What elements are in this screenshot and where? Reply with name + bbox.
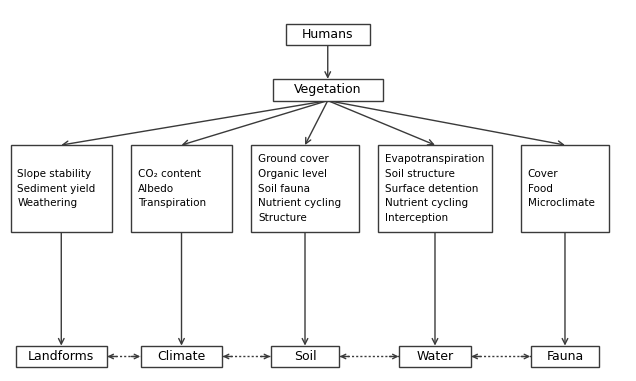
Bar — [271, 346, 339, 367]
Bar — [131, 145, 232, 232]
Text: CO₂ content
Albedo
Transpiration: CO₂ content Albedo Transpiration — [137, 169, 206, 208]
Bar — [141, 346, 222, 367]
Bar — [531, 346, 599, 367]
Bar — [378, 145, 492, 232]
Text: Water: Water — [417, 350, 453, 363]
Text: Landforms: Landforms — [28, 350, 94, 363]
Bar — [399, 346, 471, 367]
Text: Fauna: Fauna — [546, 350, 584, 363]
Text: Soil: Soil — [294, 350, 316, 363]
Text: Evapotranspiration
Soil structure
Surface detention
Nutrient cycling
Interceptio: Evapotranspiration Soil structure Surfac… — [385, 154, 484, 223]
Bar — [251, 145, 359, 232]
Text: Ground cover
Organic level
Soil fauna
Nutrient cycling
Structure: Ground cover Organic level Soil fauna Nu… — [258, 154, 341, 223]
Bar — [521, 145, 609, 232]
Bar — [272, 79, 383, 101]
Bar — [16, 346, 107, 367]
Text: Cover
Food
Microclimate: Cover Food Microclimate — [528, 169, 595, 208]
Text: Slope stability
Sediment yield
Weathering: Slope stability Sediment yield Weatherin… — [17, 169, 95, 208]
Text: Vegetation: Vegetation — [294, 83, 361, 96]
Text: Humans: Humans — [302, 28, 354, 41]
Text: Climate: Climate — [157, 350, 205, 363]
Bar — [11, 145, 112, 232]
Bar — [286, 24, 370, 45]
